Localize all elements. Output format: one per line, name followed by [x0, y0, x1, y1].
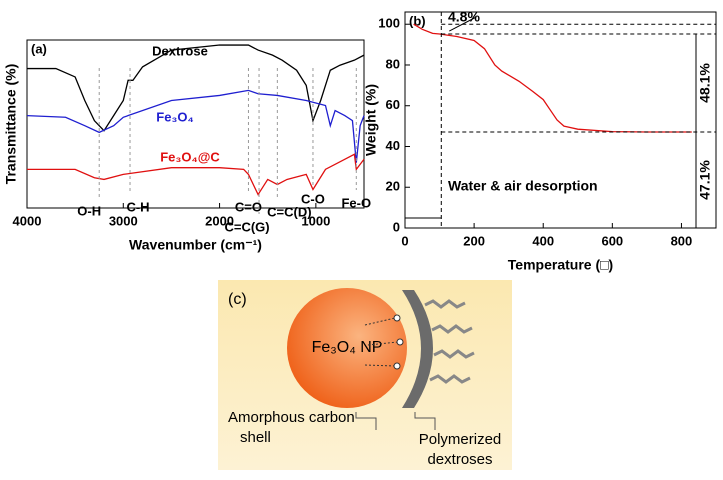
y-axis-label: Transmittance (%): [3, 64, 19, 185]
plot-frame: [26, 39, 365, 209]
x-tick-label: 1000: [301, 213, 330, 228]
y-axis-label: Weight (%): [363, 84, 379, 156]
series-line: [413, 23, 692, 133]
x-tick-label: 600: [601, 233, 623, 248]
x-axis-label: Temperature (□): [508, 257, 613, 273]
series-line: [27, 153, 365, 196]
series-line: [27, 44, 365, 132]
series-label: Fe₃O₄: [156, 109, 194, 124]
peak-label: Fe-O: [341, 195, 371, 210]
x-axis-label: Wavenumber (cm⁻¹): [129, 237, 262, 253]
brackets: [355, 412, 436, 430]
series-label: Dextrose: [152, 43, 208, 58]
y-tick-label: 100: [378, 16, 400, 31]
bonds: [364, 317, 399, 367]
peak-label: C=C(G): [224, 219, 269, 234]
panel-label: (b): [409, 13, 426, 28]
peak-label: C=C(D): [267, 204, 311, 219]
y-tick-label: 0: [393, 219, 400, 234]
x-tick-label: 800: [671, 233, 693, 248]
diagram: (c) Fe₃O₄ NP Amorphous carbon shell Poly…: [218, 280, 512, 470]
series-label: Fe₃O₄@C: [160, 149, 220, 164]
y-tick-label: 80: [386, 56, 400, 71]
plot-frame: [404, 11, 717, 229]
x-tick-label: 0: [401, 233, 408, 248]
y-tick-label: 20: [386, 179, 400, 194]
dextrose-chains: [424, 299, 475, 384]
peak-label: C-O: [301, 191, 325, 206]
annotation: Water & air desorption: [448, 178, 598, 194]
polymer-label: Polymerized: [419, 431, 502, 448]
arrow: [449, 16, 477, 32]
peak-label: C=O: [235, 199, 262, 214]
bond-ends: [393, 314, 404, 370]
series-line: [26, 89, 365, 163]
peak-label: O-H: [77, 203, 101, 218]
carbon-shell: [402, 290, 433, 408]
annotation: 47.1%: [697, 160, 713, 200]
peak-label: C-H: [126, 199, 149, 214]
y-tick-label: 60: [386, 97, 400, 112]
x-tick-label: 3000: [109, 213, 138, 228]
y-tick-label: 40: [386, 138, 400, 153]
panel-label: (a): [31, 41, 47, 56]
nanoparticle-label: Fe₃O₄ NP: [312, 339, 383, 356]
x-tick-label: 400: [532, 233, 554, 248]
annotation: 4.8%: [448, 9, 480, 25]
nanoparticle: [287, 288, 407, 408]
shell-label: shell: [240, 429, 271, 446]
annotation: 48.1%: [697, 63, 713, 103]
x-tick-label: 4000: [13, 213, 42, 228]
shell-label: Amorphous carbon: [228, 409, 355, 426]
x-tick-label: 2000: [205, 213, 234, 228]
polymer-label: dextroses: [427, 451, 492, 468]
panel-label: (c): [228, 291, 247, 308]
x-tick-label: 200: [463, 233, 485, 248]
